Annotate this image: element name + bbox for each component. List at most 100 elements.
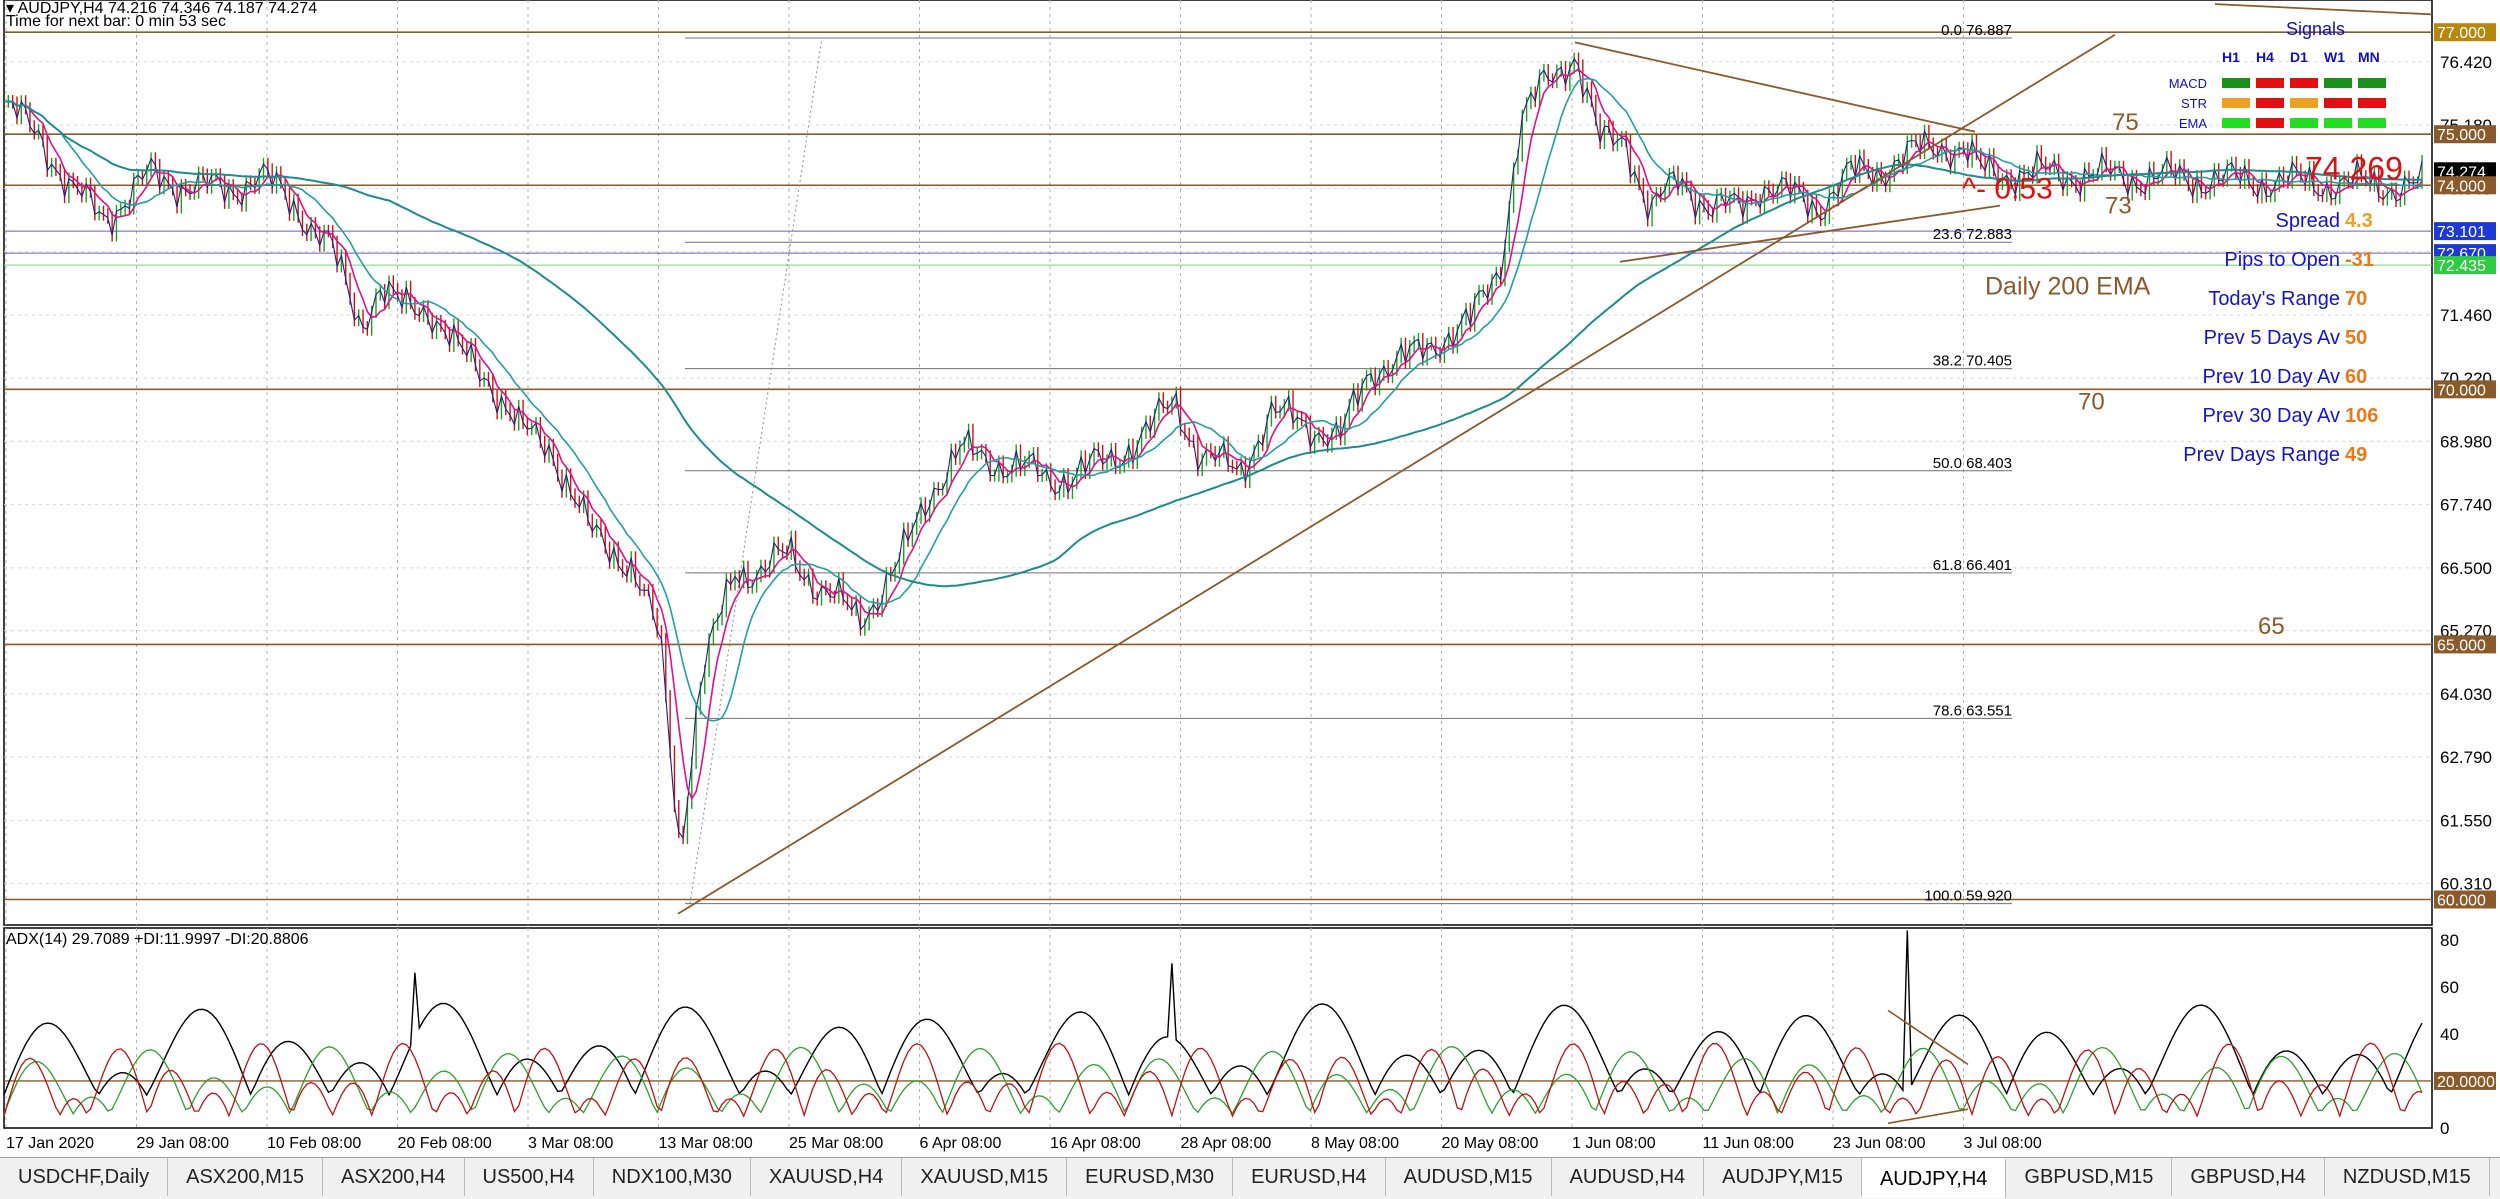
price-axis-tick: 60.310 xyxy=(2440,875,2492,894)
collapse-arrow-icon[interactable]: ▾ xyxy=(6,0,15,17)
minus-di-line xyxy=(3,1042,2423,1119)
chart-tab-bar: USDCHF,Daily ASX200,M15 ASX200,H4 US500,H4 N… xyxy=(0,1157,2500,1199)
price-chart[interactable]: 0.0 76.887 23.6 72.883 38.2 70.405 50.0 68.… xyxy=(0,0,2500,1157)
signal-column-label: H1 xyxy=(2222,49,2240,65)
stat-value: 50 xyxy=(2345,327,2367,349)
chart-tab[interactable]: AUDUSD,M15 xyxy=(1386,1158,1552,1196)
price-axis-box-label: 74.000 xyxy=(2437,178,2486,195)
price-axis-tick: 61.550 xyxy=(2440,811,2492,830)
time-axis-tick: 8 May 08:00 xyxy=(1311,1135,1399,1152)
signal-indicator xyxy=(2256,118,2284,128)
price-axis-box xyxy=(2434,162,2496,181)
adx-axis-tick: 40 xyxy=(2440,1025,2459,1044)
time-axis-tick: 23 Jun 08:00 xyxy=(1833,1135,1926,1152)
price-axis-box xyxy=(2434,125,2496,144)
fib-label: 23.6 72.883 xyxy=(1933,226,2012,243)
chart-tab[interactable]: XAUUSD,M15 xyxy=(902,1158,1068,1196)
chart-tab[interactable]: GBPUSD,H4 xyxy=(2172,1158,2325,1196)
signal-indicator xyxy=(2256,98,2284,108)
bar-timer: Time for next bar: 0 min 53 sec xyxy=(6,13,226,30)
stat-value: 60 xyxy=(2345,366,2367,388)
symbol-header: ▾ AUDJPY,H4 74.216 74.346 74.187 74.274 xyxy=(6,0,317,17)
signal-row-label: MACD xyxy=(2169,76,2207,91)
time-axis-tick: 3 Mar 08:00 xyxy=(528,1135,613,1152)
stat-label: Today's Range xyxy=(2208,288,2340,310)
chart-tab[interactable]: NZDUSD,H4 xyxy=(2490,1158,2500,1196)
price-axis-box xyxy=(2434,23,2496,42)
time-axis-tick: 20 Feb 08:00 xyxy=(398,1135,492,1152)
ma-mid-line xyxy=(3,77,2423,722)
signal-row-label: STR xyxy=(2181,96,2207,111)
stat-value: -31 xyxy=(2345,249,2374,271)
time-axis-tick: 25 Mar 08:00 xyxy=(789,1135,883,1152)
adx-upper-trendline xyxy=(1887,1009,1969,1066)
plus-di-line xyxy=(3,1046,2423,1115)
chart-tab[interactable]: ASX200,M15 xyxy=(168,1158,323,1196)
chart-tab[interactable]: NZDUSD,M15 xyxy=(2325,1158,2490,1196)
chart-tab[interactable]: ASX200,H4 xyxy=(323,1158,465,1196)
chart-tab[interactable]: USDCHF,Daily xyxy=(0,1158,169,1196)
adx-axis-tick: 0 xyxy=(2440,1119,2449,1138)
chart-tab[interactable]: EURUSD,H4 xyxy=(1233,1158,1386,1196)
descending-trendline xyxy=(1574,41,1976,133)
fib-label: 100.0 59.920 xyxy=(1924,888,2012,905)
signal-indicator xyxy=(2358,98,2386,108)
signal-indicator xyxy=(2290,98,2318,108)
rising-trendline xyxy=(677,33,2116,915)
price-axis-tick: 76.420 xyxy=(2440,53,2492,72)
chart-tab[interactable]: EURUSD,M30 xyxy=(1067,1158,1234,1196)
price-axis-tick: 66.500 xyxy=(2440,559,2492,578)
time-axis-tick: 29 Jan 08:00 xyxy=(137,1135,230,1152)
price-axis-tick: 67.740 xyxy=(2440,496,2492,515)
time-axis-tick: 6 Apr 08:00 xyxy=(920,1135,1002,1152)
signal-indicator xyxy=(2324,118,2352,128)
signal-row-label: EMA xyxy=(2179,116,2208,131)
signal-indicator xyxy=(2358,118,2386,128)
stat-label: Prev 5 Days Av xyxy=(2204,327,2340,349)
chart-tab[interactable]: AUDUSD,H4 xyxy=(1552,1158,1705,1196)
wedge-lower-trendline xyxy=(1619,204,2001,263)
stat-label: Pips to Open xyxy=(2224,249,2340,271)
price-axis-box-label: 65.000 xyxy=(2437,637,2486,654)
fib-label: 78.6 63.551 xyxy=(1933,702,2012,719)
adx-axis-tick: 60 xyxy=(2440,978,2459,997)
price-axis-box xyxy=(2434,176,2496,195)
price-axis-box-label: 70.000 xyxy=(2437,382,2486,399)
price-axis-box-label: 77.000 xyxy=(2437,25,2486,42)
level-75-label: 75 xyxy=(2112,109,2139,136)
price-axis-tick: 71.460 xyxy=(2440,306,2492,325)
fib-label: 50.0 68.403 xyxy=(1933,455,2012,472)
price-axis-box xyxy=(2434,890,2496,909)
symbol-quote: AUDJPY,H4 74.216 74.346 74.187 74.274 xyxy=(17,0,318,17)
price-axis-box-label: 60.000 xyxy=(2437,892,2486,909)
time-axis-tick: 16 Apr 08:00 xyxy=(1050,1135,1141,1152)
daily-ema-label: Daily 200 EMA xyxy=(1985,273,2151,301)
price-axis-box-label: 73.101 xyxy=(2437,224,2486,241)
price-axis-box xyxy=(2434,256,2496,275)
fib-label: 38.2 70.405 xyxy=(1933,353,2012,370)
chart-tab[interactable]: GBPUSD,M15 xyxy=(2006,1158,2173,1196)
level-70-label: 70 xyxy=(2078,389,2105,416)
stat-label: Prev 30 Day Av xyxy=(2203,405,2340,427)
chart-tab[interactable]: AUDJPY,M15 xyxy=(1704,1158,1862,1196)
adx-header: ADX(14) 29.7089 +DI:11.9997 -DI:20.8806 xyxy=(6,931,309,948)
chart-tab[interactable]: AUDJPY,H4 xyxy=(1861,1158,2007,1198)
bar-countdown-label: ^- 0:53 xyxy=(1962,172,2053,205)
chart-tab[interactable]: US500,H4 xyxy=(465,1158,594,1196)
signal-indicator xyxy=(2222,98,2250,108)
time-axis-tick: 13 Mar 08:00 xyxy=(659,1135,753,1152)
stat-value: 70 xyxy=(2345,288,2367,310)
stat-value: 4.3 xyxy=(2345,210,2373,232)
time-axis-tick: 28 Apr 08:00 xyxy=(1181,1135,1272,1152)
signal-indicator xyxy=(2324,78,2352,88)
chart-tab[interactable]: XAUUSD,H4 xyxy=(751,1158,903,1196)
price-axis-tick: 62.790 xyxy=(2440,748,2492,767)
stat-label: Prev Days Range xyxy=(2183,444,2340,466)
time-axis-tick: 10 Feb 08:00 xyxy=(267,1135,361,1152)
level-73-label: 73 xyxy=(2105,192,2132,219)
adx-line xyxy=(3,930,2423,1097)
signal-indicator xyxy=(2324,98,2352,108)
adx-level-box xyxy=(2434,1071,2496,1090)
stat-value: 106 xyxy=(2345,405,2378,427)
chart-tab[interactable]: NDX100,M30 xyxy=(594,1158,751,1196)
